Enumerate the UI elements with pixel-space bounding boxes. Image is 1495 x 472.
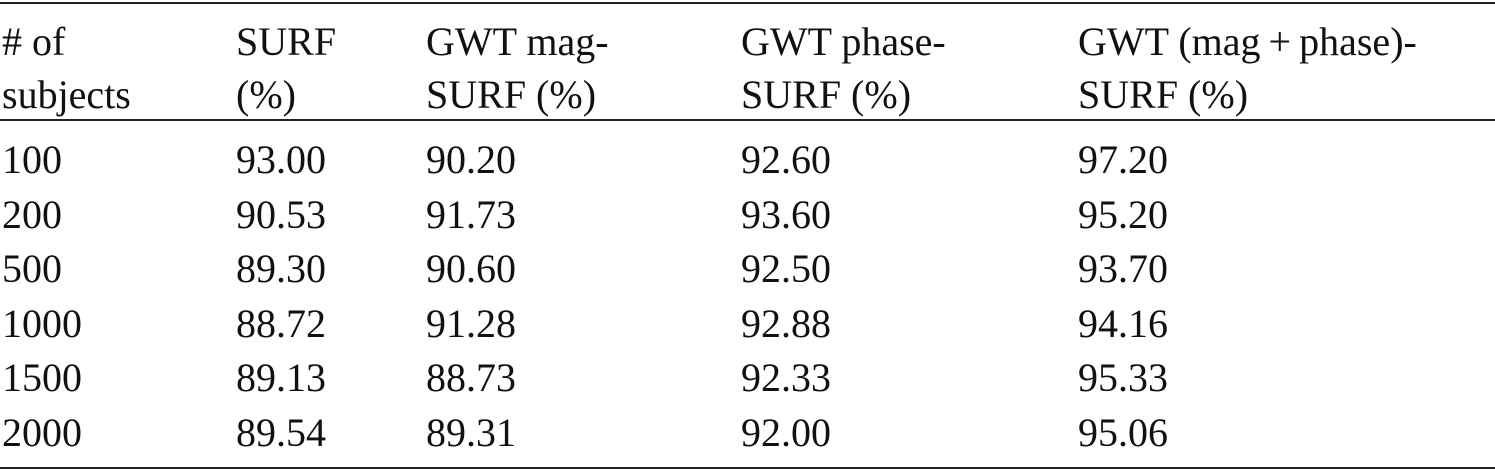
table-cell: 88.72 <box>236 300 326 346</box>
top-rule <box>0 2 1495 4</box>
header-cell: (%) <box>236 72 296 117</box>
header-cell: GWT mag- <box>426 19 609 64</box>
header-cell: GWT (mag + phase)- <box>1078 19 1417 64</box>
bottom-rule <box>0 467 1495 469</box>
table-cell: 93.00 <box>236 137 326 182</box>
table-cell: 92.88 <box>741 300 831 346</box>
table-cell: 91.73 <box>426 191 516 237</box>
table-cell: 2000 <box>2 409 82 455</box>
table-cell: 1500 <box>2 355 82 400</box>
table-cell: 92.33 <box>741 355 831 400</box>
header-cell: SURF (%) <box>1078 72 1249 117</box>
table-cell: 91.28 <box>426 300 516 346</box>
table-cell: 92.60 <box>741 137 831 182</box>
table-cell: 89.13 <box>236 355 326 400</box>
header-cell: SURF (%) <box>741 72 912 117</box>
table-cell: 94.16 <box>1078 300 1168 346</box>
table-cell: 90.53 <box>236 191 326 237</box>
table-cell: 200 <box>2 191 62 237</box>
table-cell: 93.60 <box>741 191 831 237</box>
table-cell: 93.70 <box>1078 246 1168 291</box>
table-cell: 88.73 <box>426 355 516 400</box>
table-cell: 95.06 <box>1078 409 1168 455</box>
table-cell: 89.31 <box>426 409 516 455</box>
table-cell: 92.00 <box>741 409 831 455</box>
table-cell: 89.54 <box>236 409 326 455</box>
table-cell: 90.60 <box>426 246 516 291</box>
table-cell: 97.20 <box>1078 137 1168 182</box>
header-cell: SURF (%) <box>426 72 597 117</box>
header-cell: SURF <box>236 19 337 64</box>
header-cell: # of <box>2 19 66 64</box>
table-cell: 500 <box>2 246 62 291</box>
table-cell: 95.33 <box>1078 355 1168 400</box>
header-rule <box>0 119 1495 121</box>
table-cell: 89.30 <box>236 246 326 291</box>
header-cell: GWT phase- <box>741 19 946 64</box>
header-cell: subjects <box>2 72 131 117</box>
table-cell: 100 <box>2 137 62 182</box>
table-cell: 95.20 <box>1078 191 1168 237</box>
table-cell: 92.50 <box>741 246 831 291</box>
table-cell: 90.20 <box>426 137 516 182</box>
table-cell: 1000 <box>2 300 82 346</box>
